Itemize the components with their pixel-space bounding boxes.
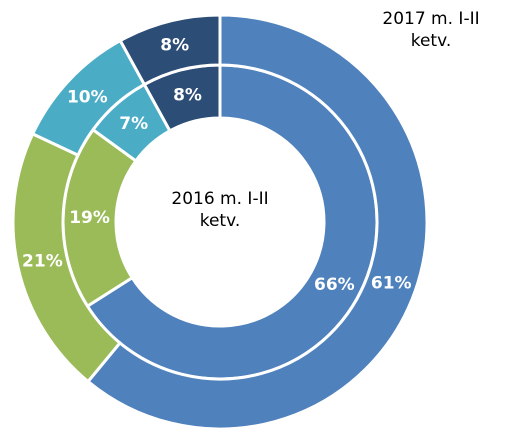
data-label: 21% (22, 252, 63, 272)
data-label: 8% (173, 86, 202, 106)
data-label: 10% (67, 87, 108, 107)
data-label: 19% (69, 208, 110, 228)
donut-slice (85, 13, 429, 429)
outer-series-label: 2017 m. I-II ketv. (382, 9, 480, 51)
data-label: 66% (314, 275, 355, 295)
donut-slice (118, 13, 222, 87)
data-label: 8% (160, 36, 189, 56)
data-label: 61% (371, 274, 412, 294)
data-label: 7% (119, 114, 148, 134)
inner-series-label: 2016 m. I-II ketv. (171, 189, 269, 231)
